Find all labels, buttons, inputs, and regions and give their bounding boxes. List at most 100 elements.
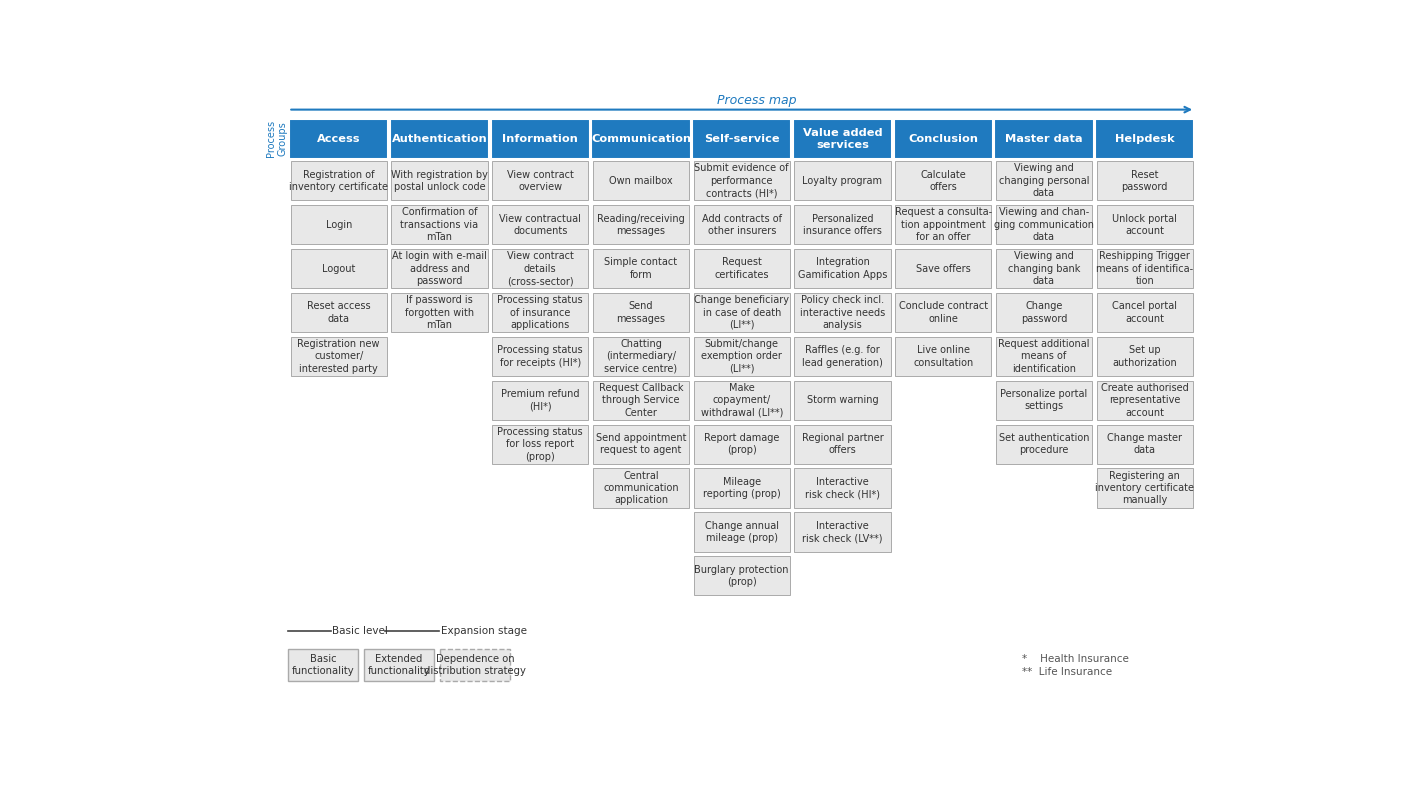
Text: Communication: Communication (591, 134, 692, 144)
Text: Interactive
risk check (LV**): Interactive risk check (LV**) (802, 521, 883, 543)
Bar (1096, 381, 1193, 420)
Text: Processing status
of insurance
applications: Processing status of insurance applicati… (497, 295, 584, 330)
Text: Access: Access (317, 134, 361, 144)
Bar (895, 293, 991, 332)
Bar (1096, 468, 1193, 508)
Text: Mileage
reporting (prop): Mileage reporting (prop) (703, 477, 781, 500)
Text: View contract
details
(cross-sector): View contract details (cross-sector) (507, 251, 574, 286)
Text: Registration of
inventory certificate: Registration of inventory certificate (290, 170, 388, 192)
Text: Save offers: Save offers (916, 263, 971, 274)
Bar (490, 119, 589, 159)
Bar (594, 337, 689, 376)
Text: Change master
data: Change master data (1108, 433, 1183, 456)
Text: Personalized
insurance offers: Personalized insurance offers (804, 214, 882, 236)
Text: Reshipping Trigger
means of identifica-
tion: Reshipping Trigger means of identifica- … (1096, 251, 1193, 286)
Bar (794, 512, 890, 551)
Text: Raffles (e.g. for
lead generation): Raffles (e.g. for lead generation) (802, 346, 883, 368)
Bar (1096, 425, 1193, 464)
Bar (693, 425, 790, 464)
Text: Self-service: Self-service (704, 134, 780, 144)
Bar (995, 293, 1092, 332)
Text: Request Callback
through Service
Center: Request Callback through Service Center (599, 383, 683, 417)
Bar (794, 205, 890, 244)
Text: **  Life Insurance: ** Life Insurance (1022, 666, 1112, 677)
Bar (693, 556, 790, 595)
Text: Change beneficiary
in case of death
(LI**): Change beneficiary in case of death (LI*… (694, 295, 790, 330)
Text: Request
certificates: Request certificates (714, 258, 770, 280)
Bar (693, 205, 790, 244)
Text: Expansion stage: Expansion stage (442, 626, 527, 636)
Bar (291, 293, 386, 332)
Text: Reset
password: Reset password (1122, 170, 1167, 192)
Bar (440, 649, 510, 681)
Text: Conclude contract
online: Conclude contract online (899, 302, 988, 324)
Bar (493, 205, 588, 244)
Text: Send appointment
request to agent: Send appointment request to agent (596, 433, 686, 456)
Text: With registration by
postal unlock code: With registration by postal unlock code (391, 170, 488, 192)
Bar (594, 161, 689, 200)
Bar (493, 161, 588, 200)
Text: Personalize portal
settings: Personalize portal settings (1000, 389, 1088, 412)
Text: View contractual
documents: View contractual documents (500, 214, 581, 236)
Bar (591, 119, 690, 159)
Text: Cancel portal
account: Cancel portal account (1112, 302, 1177, 324)
Bar (995, 161, 1092, 200)
Text: Viewing and chan-
ging communication
data: Viewing and chan- ging communication dat… (994, 207, 1093, 242)
Bar (995, 205, 1092, 244)
Bar (995, 381, 1092, 420)
Bar (1096, 293, 1193, 332)
Text: Change annual
mileage (prop): Change annual mileage (prop) (704, 521, 778, 543)
Bar (594, 468, 689, 508)
Text: Process
Groups: Process Groups (266, 120, 287, 157)
Text: Request a consulta-
tion appointment
for an offer: Request a consulta- tion appointment for… (895, 207, 991, 242)
Bar (693, 337, 790, 376)
Bar (895, 205, 991, 244)
Bar (995, 249, 1092, 288)
Text: Calculate
offers: Calculate offers (920, 170, 966, 192)
Text: Conclusion: Conclusion (909, 134, 978, 144)
Text: Extended
functionality: Extended functionality (368, 654, 430, 676)
Text: *    Health Insurance: * Health Insurance (1022, 654, 1129, 665)
Text: Processing status
for receipts (HI*): Processing status for receipts (HI*) (497, 346, 584, 368)
Text: Live online
consultation: Live online consultation (913, 346, 973, 368)
Text: Loyalty program: Loyalty program (802, 176, 882, 186)
Bar (692, 119, 791, 159)
Text: Viewing and
changing bank
data: Viewing and changing bank data (1008, 251, 1081, 286)
Text: Report damage
(prop): Report damage (prop) (704, 433, 780, 456)
Text: Unlock portal
account: Unlock portal account (1112, 214, 1177, 236)
Text: Interactive
risk check (HI*): Interactive risk check (HI*) (805, 477, 880, 500)
Text: Chatting
(intermediary/
service centre): Chatting (intermediary/ service centre) (605, 339, 677, 373)
Bar (365, 649, 435, 681)
Bar (392, 205, 487, 244)
Bar (693, 468, 790, 508)
Text: Integration
Gamification Apps: Integration Gamification Apps (798, 258, 888, 280)
Text: Logout: Logout (322, 263, 355, 274)
Text: Add contracts of
other insurers: Add contracts of other insurers (701, 214, 781, 236)
Text: Set authentication
procedure: Set authentication procedure (998, 433, 1089, 456)
Bar (794, 425, 890, 464)
Bar (794, 161, 890, 200)
Text: Burglary protection
(prop): Burglary protection (prop) (694, 565, 790, 587)
Text: Simple contact
form: Simple contact form (605, 258, 677, 280)
Text: Reading/receiving
messages: Reading/receiving messages (596, 214, 684, 236)
Bar (794, 337, 890, 376)
Bar (291, 205, 386, 244)
Text: Helpdesk: Helpdesk (1115, 134, 1174, 144)
Text: Information: Information (503, 134, 578, 144)
Bar (693, 512, 790, 551)
Bar (493, 425, 588, 464)
Bar (895, 249, 991, 288)
Text: Registering an
inventory certificate
manually: Registering an inventory certificate man… (1095, 471, 1194, 505)
Text: Basic level: Basic level (332, 626, 389, 636)
Bar (893, 119, 993, 159)
Bar (493, 337, 588, 376)
Bar (794, 468, 890, 508)
Text: Dependence on
distribution strategy: Dependence on distribution strategy (425, 654, 525, 676)
Text: Reset access
data: Reset access data (307, 302, 371, 324)
Bar (792, 119, 892, 159)
Bar (895, 161, 991, 200)
Text: Value added
services: Value added services (802, 128, 882, 150)
Text: Send
messages: Send messages (616, 302, 666, 324)
Bar (693, 293, 790, 332)
Text: Create authorised
representative
account: Create authorised representative account (1100, 383, 1189, 417)
